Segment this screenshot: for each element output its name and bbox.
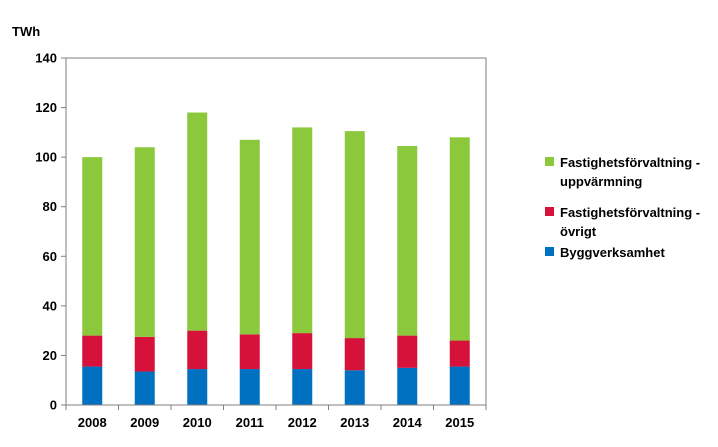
bar-2010-series-0 (187, 369, 208, 405)
x-tick-label-2010: 2010 (183, 415, 212, 430)
bar-2011-series-2 (239, 139, 260, 335)
y-tick-label: 40 (43, 298, 57, 313)
bar-2015-series-2 (449, 137, 470, 341)
legend-label-series-1: övrigt (560, 224, 597, 239)
legend-label-series-1: Fastighetsförvaltning - (560, 205, 700, 220)
x-tick-label-2013: 2013 (340, 415, 369, 430)
axes-group: 0 20 40 60 80 100 120 140 2008 2009 2010 2011 2012 20… (35, 51, 487, 430)
bar-2013-series-0 (344, 370, 365, 405)
bars-group (82, 112, 470, 405)
bar-2015-series-0 (449, 366, 470, 405)
bar-2012-series-1 (292, 333, 313, 370)
bar-2012-series-0 (292, 369, 313, 405)
bar-2010-series-1 (187, 330, 208, 370)
legend-label-series-2: uppvärmning (560, 174, 642, 189)
bar-2014-series-1 (397, 335, 418, 368)
bar-2013-series-2 (344, 131, 365, 339)
legend-label-series-2: Fastighetsförvaltning - (560, 155, 700, 170)
bar-2008-series-2 (82, 157, 103, 336)
x-tick-label-2009: 2009 (130, 415, 159, 430)
y-axis-unit-label: TWh (12, 24, 40, 39)
legend-swatch-series-0 (545, 247, 554, 256)
bar-2011-series-0 (239, 369, 260, 405)
x-tick-label-2015: 2015 (445, 415, 474, 430)
legend-swatch-series-2 (545, 157, 554, 166)
bar-2011-series-1 (239, 334, 260, 370)
bar-2009-series-2 (134, 147, 155, 337)
x-tick-label-2008: 2008 (78, 415, 107, 430)
y-tick-label: 100 (35, 150, 57, 165)
bar-2008-series-1 (82, 335, 103, 367)
y-tick-label: 0 (50, 398, 57, 413)
bar-2012-series-2 (292, 127, 313, 334)
y-tick-label: 20 (43, 348, 57, 363)
y-tick-label: 60 (43, 249, 57, 264)
y-tick-label: 120 (35, 100, 57, 115)
bar-2013-series-1 (344, 338, 365, 371)
bar-2009-series-1 (134, 336, 155, 372)
bar-2008-series-0 (82, 366, 103, 405)
x-tick-label-2012: 2012 (288, 415, 317, 430)
bar-2010-series-2 (187, 112, 208, 331)
x-tick-label-2011: 2011 (236, 415, 264, 430)
legend: Fastighetsförvaltning - uppvärmning Fastig… (545, 155, 700, 260)
legend-label-series-0: Byggverksamhet (560, 245, 665, 260)
y-tick-label: 140 (35, 51, 57, 66)
x-tick-label-2014: 2014 (393, 415, 423, 430)
bar-2014-series-0 (397, 367, 418, 405)
legend-swatch-series-1 (545, 207, 554, 216)
bar-2014-series-2 (397, 145, 418, 336)
bar-2015-series-1 (449, 340, 470, 367)
y-tick-label: 80 (43, 199, 57, 214)
bar-2009-series-0 (134, 371, 155, 405)
plot-area-border (65, 57, 487, 406)
